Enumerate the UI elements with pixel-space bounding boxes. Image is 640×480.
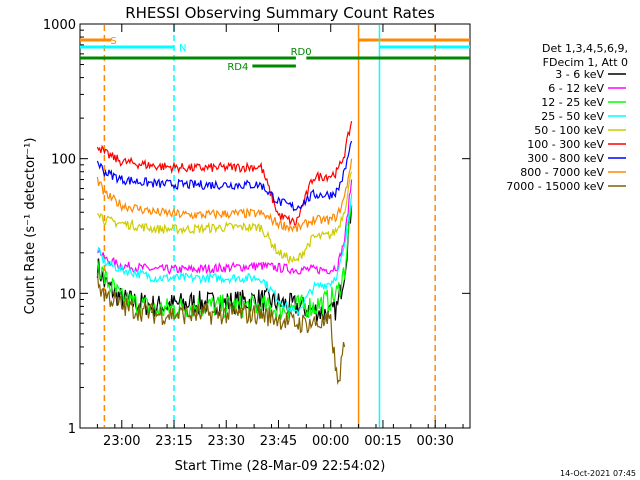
axis-ticks-layer: 23:00 23:15 23:30 23:45 00:00 00:15 00:30 1 10 10… [43,18,470,449]
legend: Det 1,3,4,5,6,9,FDecim 1, Att 03 - 6 keV… [506,42,628,193]
flag-lines-layer: SN [80,25,470,427]
legend-header: Det 1,3,4,5,6,9, [542,42,628,55]
legend-entry-label: 300 - 800 keV [527,152,604,165]
x-tick-label: 00:00 [312,434,349,449]
legend-entry-label: 7000 - 15000 keV [506,180,604,193]
x-tick-label: 23:15 [155,434,192,449]
chart-title: RHESSI Observing Summary Count Rates [125,4,435,22]
plot-frame [79,23,471,429]
series-line-8 [96,272,346,386]
series-line-7 [96,158,353,233]
x-tick-label: 00:30 [416,434,453,449]
legend-entry-label: 6 - 12 keV [548,82,604,95]
rd0-label: RD0 [291,47,312,58]
y-tick-label: 100 [51,153,76,168]
flag-label: N [179,43,186,54]
legend-entry-label: 50 - 100 keV [534,124,604,137]
legend-entry-label: 25 - 50 keV [541,110,604,123]
series-line-3 [96,193,353,317]
rd4-label: RD4 [227,62,248,73]
flag-label: S [110,36,116,47]
series-line-1 [96,179,353,276]
attenuator-bars-layer: RD0 RD4 [80,47,470,73]
y-axis-label: Count Rate (s⁻¹ detector⁻¹) [23,138,38,315]
x-tick-label: 23:30 [208,434,245,449]
series-line-5 [96,120,353,227]
y-tick-label: 1000 [43,18,76,33]
legend-entry-label: 12 - 25 keV [541,96,604,109]
legend-header: FDecim 1, Att 0 [543,56,628,69]
series-line-4 [96,171,353,265]
x-axis-label: Start Time (28-Mar-09 22:54:02) [175,459,386,474]
x-tick-label: 23:00 [103,434,140,449]
x-tick-label: 00:15 [364,434,401,449]
x-tick-label: 23:45 [260,434,297,449]
legend-entry-label: 800 - 7000 keV [520,166,604,179]
legend-entry-label: 100 - 300 keV [527,138,604,151]
y-tick-label: 10 [59,287,76,302]
footer-timestamp: 14-Oct-2021 07:45 [560,469,636,478]
legend-entry-label: 3 - 6 keV [555,68,604,81]
y-tick-label: 1 [68,422,76,437]
series-layer [96,120,353,386]
series-line-6 [96,140,353,212]
